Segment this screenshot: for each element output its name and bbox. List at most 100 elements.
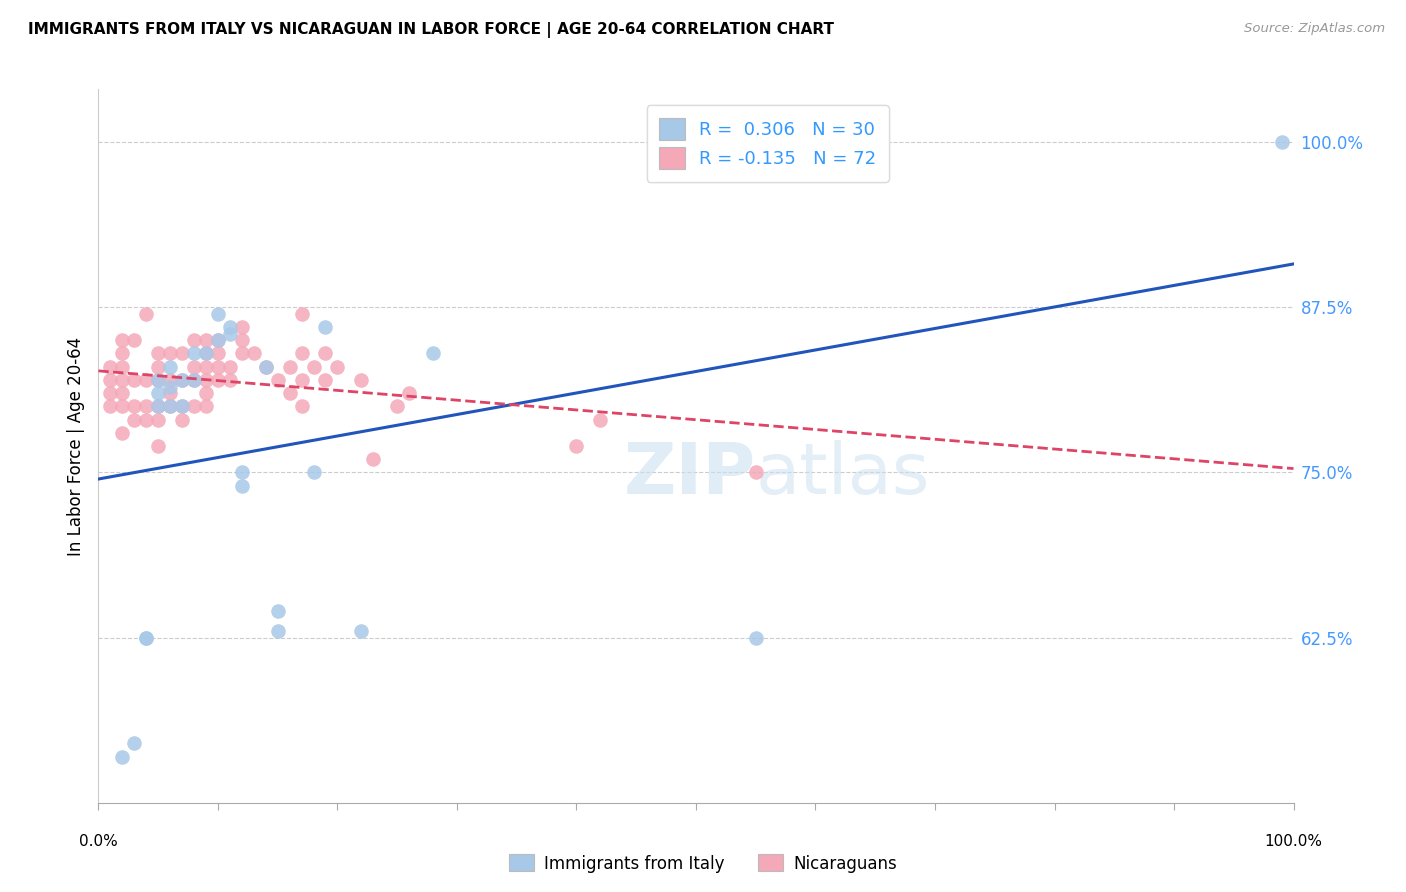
Point (219, 320, 242, 334)
Point (207, 346, 229, 360)
Point (135, 631, 157, 645)
Point (194, 373, 218, 387)
Point (350, 624, 373, 638)
Point (194, 346, 218, 360)
Point (565, 439, 588, 453)
Point (172, 346, 194, 360)
Point (350, 373, 373, 387)
Point (98, 359, 122, 374)
Point (159, 346, 181, 360)
Point (135, 307, 157, 321)
Point (291, 346, 314, 360)
Point (315, 373, 337, 387)
Point (398, 386, 420, 401)
Point (135, 631, 157, 645)
Point (219, 359, 242, 374)
Point (254, 359, 277, 374)
Point (172, 400, 194, 414)
Point (363, 452, 385, 467)
Point (267, 604, 290, 618)
Point (124, 333, 146, 347)
Point (111, 425, 134, 440)
Point (326, 359, 349, 374)
Point (172, 373, 194, 387)
Point (194, 346, 218, 360)
Point (231, 466, 253, 480)
Point (231, 320, 253, 334)
Point (231, 333, 253, 347)
Point (302, 359, 325, 374)
Point (267, 373, 290, 387)
Point (422, 346, 444, 360)
Point (148, 400, 170, 414)
Point (207, 333, 229, 347)
Point (207, 333, 229, 347)
Point (278, 359, 301, 374)
Point (159, 373, 181, 387)
Point (111, 359, 134, 374)
Point (291, 373, 314, 387)
Point (148, 373, 170, 387)
Text: ZIP: ZIP (623, 440, 756, 509)
Point (183, 400, 205, 414)
Point (315, 320, 337, 334)
Text: IMMIGRANTS FROM ITALY VS NICARAGUAN IN LABOR FORCE | AGE 20-64 CORRELATION CHART: IMMIGRANTS FROM ITALY VS NICARAGUAN IN L… (28, 22, 834, 38)
Point (207, 359, 229, 374)
Text: 100.0%: 100.0% (1264, 834, 1323, 849)
Point (243, 346, 266, 360)
Point (124, 400, 146, 414)
Text: atlas: atlas (756, 440, 931, 509)
Point (111, 333, 134, 347)
Point (148, 373, 170, 387)
Point (172, 373, 194, 387)
Point (207, 373, 229, 387)
Point (254, 359, 277, 374)
Point (111, 400, 134, 414)
Point (291, 307, 314, 321)
Point (385, 400, 409, 414)
Point (148, 412, 170, 426)
Point (172, 400, 194, 414)
Point (111, 373, 134, 387)
Point (194, 359, 218, 374)
Point (291, 400, 314, 414)
Point (183, 359, 205, 374)
Point (98, 400, 122, 414)
Y-axis label: In Labor Force | Age 20-64: In Labor Force | Age 20-64 (66, 336, 84, 556)
Point (148, 386, 170, 401)
Text: 0.0%: 0.0% (79, 834, 118, 849)
Point (148, 439, 170, 453)
Point (194, 333, 218, 347)
Point (315, 346, 337, 360)
Point (124, 736, 146, 750)
Point (124, 412, 146, 426)
Text: Source: ZipAtlas.com: Source: ZipAtlas.com (1244, 22, 1385, 36)
Point (194, 386, 218, 401)
Point (219, 373, 242, 387)
Point (183, 373, 205, 387)
Point (745, 466, 768, 480)
Point (194, 400, 218, 414)
Point (111, 386, 134, 401)
Point (1271, 135, 1294, 149)
Point (111, 346, 134, 360)
Point (219, 326, 242, 341)
Point (159, 359, 181, 374)
Point (124, 373, 146, 387)
Point (589, 412, 612, 426)
Point (159, 400, 181, 414)
Point (135, 400, 157, 414)
Point (159, 386, 181, 401)
Point (278, 386, 301, 401)
Point (148, 400, 170, 414)
Point (207, 307, 229, 321)
Point (148, 346, 170, 360)
Point (172, 412, 194, 426)
Point (183, 333, 205, 347)
Point (111, 749, 134, 764)
Point (135, 412, 157, 426)
Point (98, 373, 122, 387)
Point (135, 373, 157, 387)
Point (267, 624, 290, 638)
Legend: Immigrants from Italy, Nicaraguans: Immigrants from Italy, Nicaraguans (502, 847, 904, 880)
